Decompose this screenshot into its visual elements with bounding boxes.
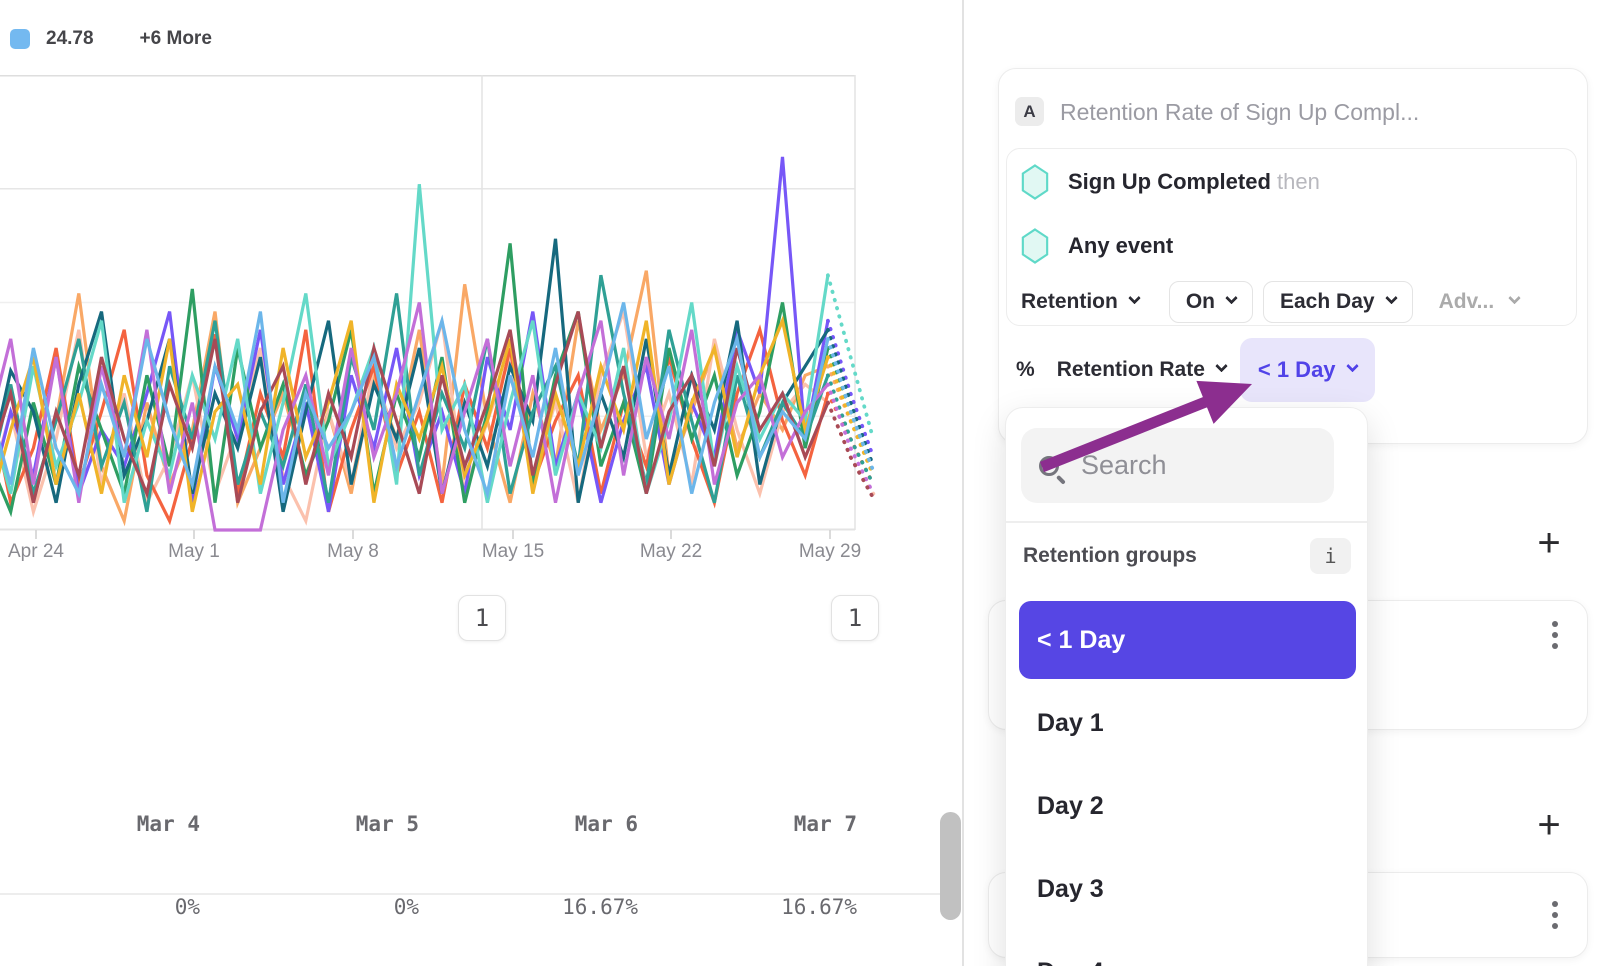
on-dropdown[interactable]: On — [1168, 281, 1253, 323]
event-hexagon-icon — [1021, 164, 1049, 200]
search-placeholder: Search — [1081, 450, 1167, 480]
table-header-cell: Mar 7 — [793, 812, 857, 836]
table-header-cell: Mar 5 — [355, 812, 419, 836]
percent-icon: % — [1016, 358, 1035, 381]
add-metric-button-2[interactable]: + — [1529, 805, 1569, 845]
info-icon[interactable]: i — [1310, 538, 1351, 574]
retention-group-dropdown-menu: Search Retention groups i < 1 Day Day 1 Da… — [1005, 407, 1368, 966]
table-header-row: Mar 4 Mar 5 Mar 6 Mar 7 — [0, 812, 857, 836]
chart-panel: 24.78 +6 More Apr 24 May 1 May 8 May 15 May … — [0, 28, 961, 920]
dropdown-option[interactable]: Day 4 — [1019, 933, 1356, 966]
event-row-1[interactable]: Sign Up Completed then — [1068, 164, 1320, 200]
table-header-cell: Mar 4 — [136, 812, 200, 836]
chart-line-dashed-tail — [826, 336, 876, 473]
annotation-marker-button[interactable]: 1 — [458, 595, 506, 641]
x-axis-tick-label: May 22 — [639, 541, 703, 562]
chevron-down-icon — [1215, 359, 1228, 373]
chart-line-dashed-tail — [826, 382, 876, 496]
group-label: Retention groups — [1023, 544, 1197, 567]
dropdown-group-header: Retention groups i — [1023, 538, 1351, 574]
chart-line — [0, 311, 830, 504]
each-day-dropdown[interactable]: Each Day — [1263, 281, 1413, 323]
legend-more-button[interactable]: +6 More — [139, 28, 212, 49]
plus-icon: + — [1537, 521, 1561, 565]
vertical-scrollbar-thumb[interactable] — [940, 812, 961, 920]
search-icon — [1039, 455, 1059, 476]
table-header-cell: Mar 6 — [574, 812, 638, 836]
dropdown-option[interactable]: Day 2 — [1037, 791, 1104, 820]
x-axis-tick-label: May 8 — [327, 541, 379, 562]
x-axis-tick-label: May 29 — [798, 541, 862, 562]
retention-line-chart[interactable] — [0, 75, 880, 545]
chart-line-dashed-tail — [826, 327, 876, 469]
chart-line — [0, 315, 830, 513]
chevron-down-icon — [1384, 291, 1398, 305]
dropdown-option[interactable]: Day 3 — [1037, 874, 1104, 903]
legend-series-label[interactable]: 24.78 — [46, 28, 94, 49]
retention-controls-row: Retention On Each Day Adv... — [1021, 281, 1522, 323]
measure-row: % Retention Rate < 1 Day — [1016, 338, 1375, 402]
chevron-down-icon — [1225, 291, 1238, 305]
x-axis-tick-label: May 1 — [168, 541, 220, 562]
table-value-cell: 0% — [393, 895, 419, 919]
advanced-dropdown[interactable]: Adv... — [1439, 290, 1522, 314]
chart-line — [0, 274, 830, 513]
chart-line — [0, 184, 830, 504]
legend-swatch[interactable] — [10, 29, 30, 49]
table-value-row: 0% 0% 16.67% 16.67% — [0, 895, 857, 919]
table-value-cell: 16.67% — [781, 895, 857, 919]
chart-line-dashed-tail — [826, 400, 876, 501]
retention-bucket-dropdown[interactable]: < 1 Day — [1239, 338, 1375, 402]
dropdown-options-list: < 1 Day Day 1 Day 2 Day 3 Day 4 — [1019, 601, 1356, 966]
event-1-name[interactable]: Sign Up Completed — [1068, 169, 1271, 194]
x-axis-tick-label: Apr 24 — [8, 541, 64, 562]
kebab-menu-icon[interactable] — [1548, 617, 1562, 653]
chart-line-dashed-tail — [826, 355, 876, 478]
dropdown-option[interactable]: Day 1 — [1037, 708, 1104, 737]
measure-dropdown[interactable]: Retention Rate — [1057, 358, 1228, 382]
x-axis-tick-label: May 15 — [481, 541, 545, 562]
retention-type-dropdown[interactable]: Retention — [1021, 290, 1141, 314]
metric-badge: A — [1015, 97, 1044, 126]
table-divider — [0, 893, 940, 895]
event-row-2[interactable]: Any event — [1068, 228, 1173, 264]
dropdown-divider — [1006, 521, 1367, 523]
then-label: then — [1277, 169, 1320, 194]
chart-line-dashed-tail — [826, 373, 876, 487]
search-input[interactable]: Search — [1021, 428, 1334, 503]
metric-title[interactable]: Retention Rate of Sign Up Compl... — [1060, 99, 1420, 125]
chart-legend: 24.78 +6 More — [10, 28, 212, 50]
add-metric-button-1[interactable]: + — [1529, 523, 1569, 563]
panel-divider — [962, 0, 964, 966]
chart-line-dashed-tail — [826, 273, 876, 441]
kebab-menu-icon[interactable] — [1548, 897, 1562, 933]
chart-line-dashed-tail — [826, 318, 876, 460]
plus-icon: + — [1537, 803, 1561, 847]
table-value-cell: 0% — [174, 895, 200, 919]
event-hexagon-icon — [1021, 228, 1049, 264]
chevron-down-icon — [1345, 359, 1359, 373]
chart-line — [0, 302, 830, 504]
chevron-down-icon — [1508, 291, 1522, 305]
table-value-cell: 16.67% — [562, 895, 638, 919]
event-2-name[interactable]: Any event — [1068, 233, 1174, 258]
chevron-down-icon — [1127, 291, 1141, 305]
annotation-marker-button[interactable]: 1 — [831, 595, 879, 641]
dropdown-option-selected[interactable]: < 1 Day — [1019, 601, 1356, 679]
